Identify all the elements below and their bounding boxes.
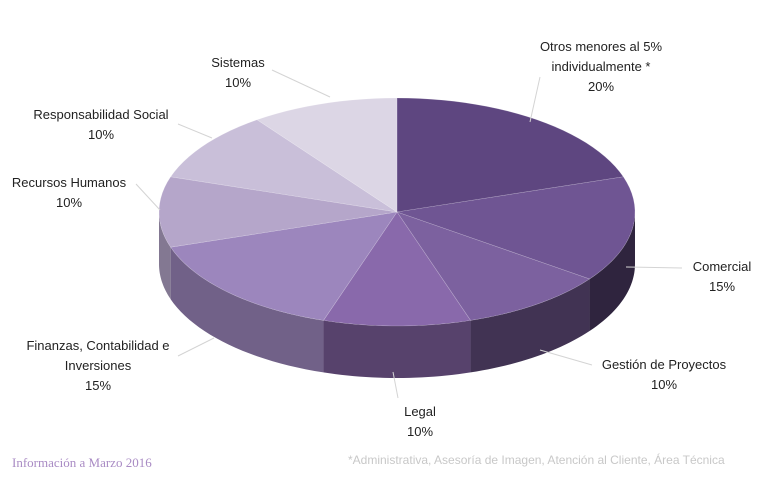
label-finanzas-line2: Inversiones <box>64 358 132 373</box>
pie-slice-1 <box>396 176 636 280</box>
label-finanzas-pct: 15% <box>84 378 112 393</box>
pie-side-1 <box>589 212 635 332</box>
leader-lines <box>135 69 683 399</box>
leader-line-4 <box>177 337 215 357</box>
leader-line-6 <box>177 123 213 139</box>
pie-slice-3 <box>322 211 472 327</box>
pie-slice-0 <box>396 97 624 213</box>
leader-line-0 <box>529 76 541 123</box>
pie-side-2 <box>470 279 590 373</box>
leader-line-3 <box>392 371 399 399</box>
label-rrhh: Recursos Humanos 10% <box>4 173 134 213</box>
label-gestion-pct: 10% <box>650 377 678 392</box>
label-otros-pct: 20% <box>587 79 615 94</box>
label-resp-name: Responsabilidad Social <box>33 107 169 122</box>
label-otros-line1: Otros menores al 5% <box>539 39 663 54</box>
leader-line-2 <box>539 349 593 366</box>
source-note: Información a Marzo 2016 <box>12 455 152 470</box>
label-gestion: Gestión de Proyectos 10% <box>588 355 740 395</box>
label-comercial: Comercial 15% <box>682 257 762 297</box>
pie-side-3 <box>323 320 471 378</box>
label-resp-pct: 10% <box>87 127 115 142</box>
label-sistemas-pct: 10% <box>224 75 252 90</box>
pie-slice-7 <box>256 97 398 213</box>
label-otros-line2: individualmente * <box>551 59 651 74</box>
label-finanzas: Finanzas, Contabilidad e Inversiones 15% <box>14 336 182 396</box>
pie-side-4 <box>170 247 324 373</box>
pie-slice-4 <box>170 211 398 321</box>
label-comercial-name: Comercial <box>692 259 752 274</box>
label-otros: Otros menores al 5% individualmente * 20… <box>528 37 674 97</box>
label-rrhh-pct: 10% <box>55 195 83 210</box>
label-legal-pct: 10% <box>406 424 434 439</box>
pie-slice-5 <box>158 176 398 248</box>
label-legal: Legal 10% <box>390 402 450 442</box>
label-sistemas-name: Sistemas <box>211 55 265 70</box>
label-legal-name: Legal <box>404 404 436 419</box>
label-rrhh-name: Recursos Humanos <box>11 175 127 190</box>
pie-side-5 <box>159 212 171 300</box>
pie-sides <box>159 212 635 378</box>
leader-line-1 <box>625 266 683 269</box>
pie-slice-6 <box>170 119 398 213</box>
leader-line-5 <box>135 183 161 211</box>
label-finanzas-line1: Finanzas, Contabilidad e <box>26 338 170 353</box>
leader-line-7 <box>271 69 331 98</box>
pie-tops <box>158 97 636 327</box>
label-resp: Responsabilidad Social 10% <box>22 105 180 145</box>
label-sistemas: Sistemas 10% <box>198 53 278 93</box>
label-gestion-name: Gestión de Proyectos <box>601 357 727 372</box>
pie-slice-2 <box>396 211 591 321</box>
label-comercial-pct: 15% <box>708 279 736 294</box>
footnote: *Administrativa, Asesoría de Imagen, Ate… <box>348 453 725 467</box>
